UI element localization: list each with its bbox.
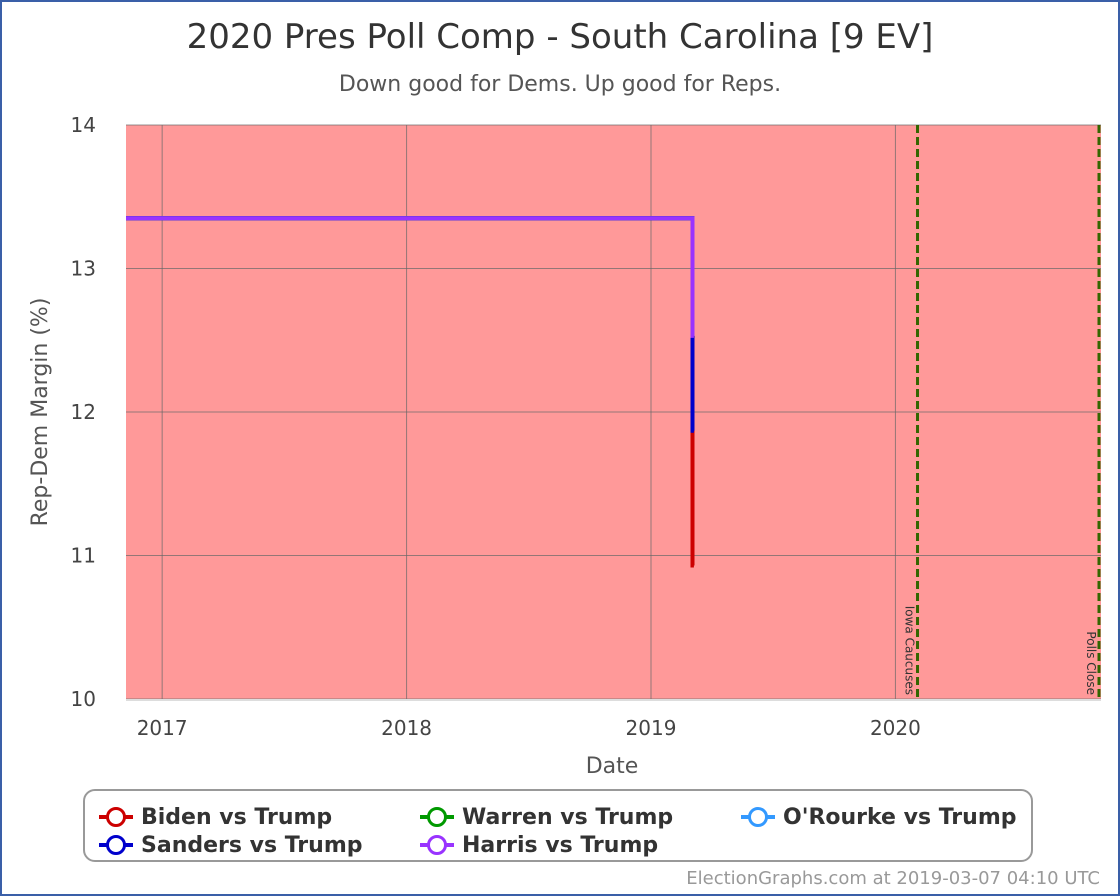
x-tick-label: 2019 [626, 716, 677, 740]
legend-swatch [420, 834, 454, 856]
grid [126, 124, 1101, 701]
legend-label: Warren vs Trump [462, 804, 674, 830]
x-tick-label: 2020 [870, 716, 921, 740]
x-tick-label: 2017 [137, 716, 188, 740]
legend-item: Sanders vs Trump [99, 831, 363, 859]
y-tick-label: 12 [71, 400, 96, 424]
legend-item: Harris vs Trump [420, 831, 658, 859]
axis-ticks: 10 11 12 13 14 2017 2018 2019 2020 [71, 113, 921, 740]
legend-swatch [741, 806, 775, 828]
legend-label: Harris vs Trump [462, 832, 659, 858]
legend-item: Warren vs Trump [420, 803, 673, 831]
event-label: Polls Close [1084, 631, 1098, 695]
legend: Biden vs Trump Warren vs Trump O'Rourke vs… [83, 789, 1033, 862]
legend-swatch [420, 806, 454, 828]
x-tick-label: 2018 [381, 716, 432, 740]
event-label: Iowa Caucuses [903, 606, 917, 695]
y-tick-label: 10 [71, 687, 96, 711]
legend-item: O'Rourke vs Trump [741, 803, 1017, 831]
x-axis-label: Date [586, 754, 639, 779]
chart-subtitle: Down good for Dems. Up good for Reps. [339, 72, 781, 97]
legend-label: Biden vs Trump [141, 804, 333, 830]
y-axis-label: Rep-Dem Margin (%) [28, 298, 53, 527]
event-lines: Iowa Caucuses Polls Close [903, 125, 1101, 699]
legend-label: O'Rourke vs Trump [783, 804, 1017, 830]
footer-credit: ElectionGraphs.com at 2019-03-07 04:10 U… [686, 868, 1100, 889]
legend-label: Sanders vs Trump [141, 832, 363, 858]
chart-title: 2020 Pres Poll Comp - South Carolina [9 … [187, 17, 934, 57]
series-lines [126, 216, 695, 568]
y-tick-label: 14 [71, 113, 96, 137]
legend-swatch [99, 834, 133, 856]
legend-swatch [99, 806, 133, 828]
series-line [126, 216, 695, 338]
legend-item: Biden vs Trump [99, 803, 332, 831]
y-tick-label: 13 [71, 257, 96, 281]
y-tick-label: 11 [71, 544, 96, 568]
